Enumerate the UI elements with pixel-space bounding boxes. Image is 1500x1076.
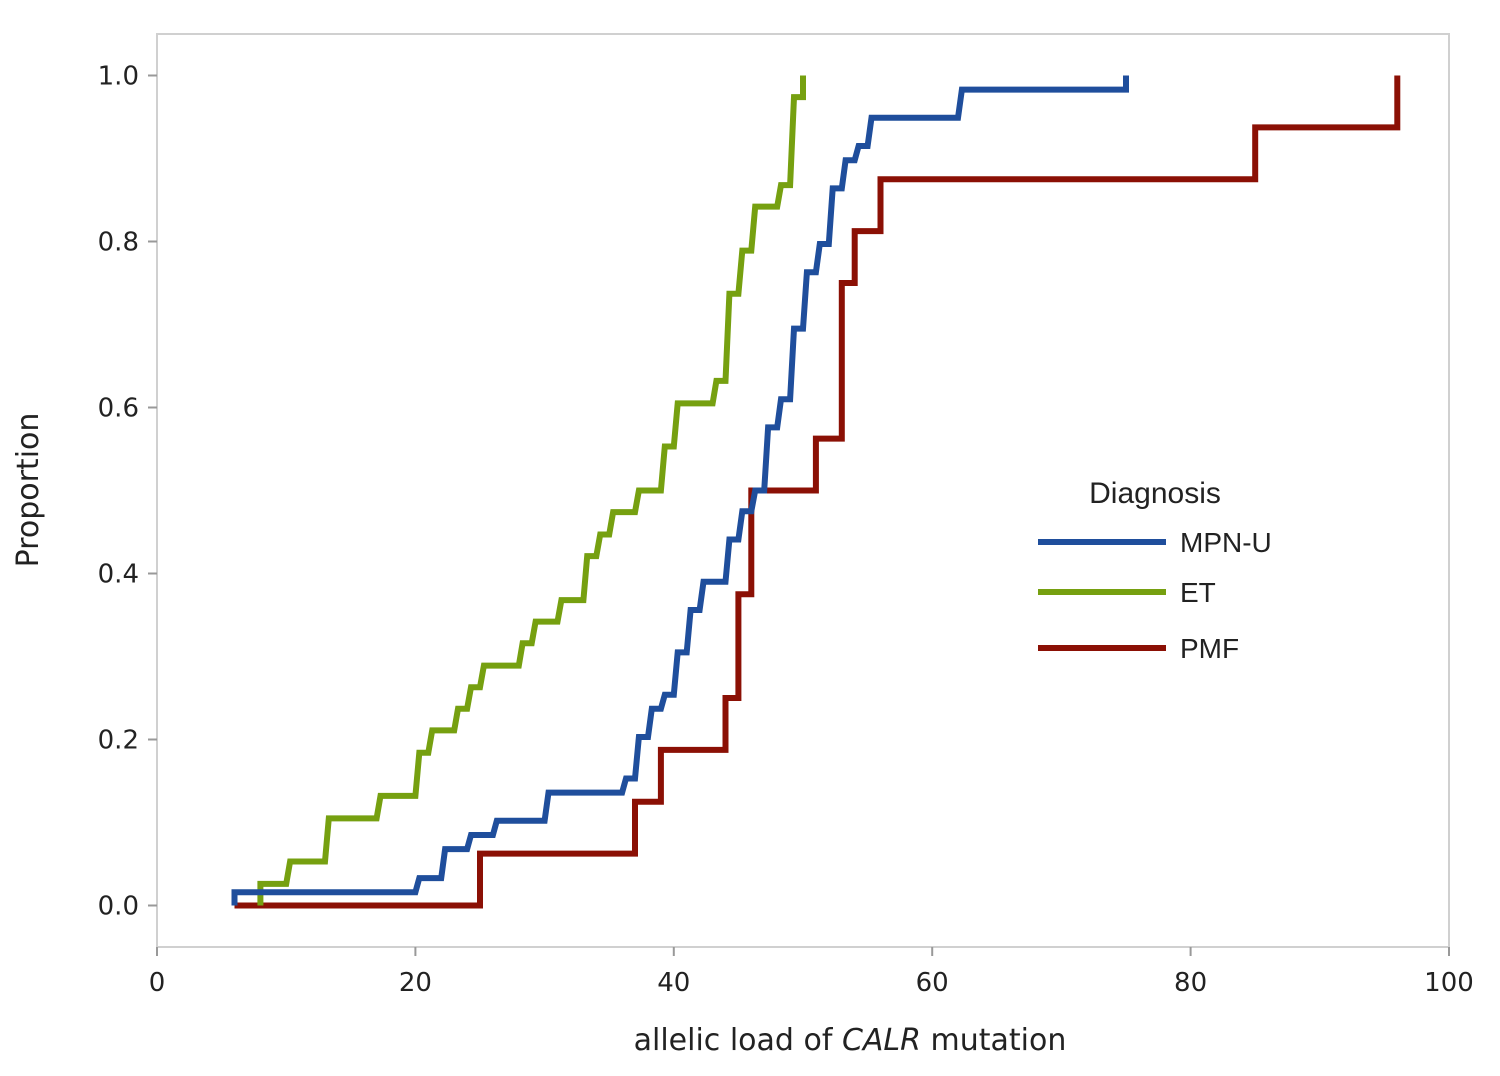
series-line-et [257, 75, 806, 906]
x-tick-label: 100 [1424, 968, 1474, 998]
y-tick-label: 0.6 [98, 394, 139, 424]
y-tick-label: 0.4 [98, 560, 139, 590]
series-line-mpn-u [231, 75, 1129, 906]
legend-label-et: ET [1180, 577, 1216, 608]
y-axis: 0.0 0.2 0.4 0.6 0.8 1.0 [98, 62, 157, 922]
x-tick-label: 40 [657, 968, 690, 998]
series-layer [231, 75, 1401, 909]
legend-title: Diagnosis [1089, 477, 1221, 510]
x-axis-title-suffix: mutation [921, 1023, 1066, 1058]
y-tick-label: 1.0 [98, 62, 139, 92]
x-axis-title: allelic load of CALR mutation [634, 1023, 1067, 1058]
y-axis-title: Proportion [11, 413, 46, 568]
series-line-pmf [234, 75, 1401, 909]
y-tick-label: 0.0 [98, 892, 139, 922]
x-tick-label: 80 [1174, 968, 1207, 998]
x-tick-label: 60 [916, 968, 949, 998]
x-axis-title-prefix: allelic load of [634, 1023, 842, 1058]
x-tick-label: 20 [399, 968, 432, 998]
x-axis-title-gene: CALR [842, 1023, 921, 1058]
legend-label-pmf: PMF [1180, 633, 1239, 664]
legend: Diagnosis MPN-U ET PMF [1038, 477, 1272, 664]
y-tick-label: 0.2 [98, 726, 139, 756]
y-tick-label: 0.8 [98, 228, 139, 258]
legend-label-mpn-u: MPN-U [1180, 527, 1272, 558]
x-tick-label: 0 [149, 968, 166, 998]
x-axis: 0 20 40 60 80 100 [149, 947, 1474, 998]
